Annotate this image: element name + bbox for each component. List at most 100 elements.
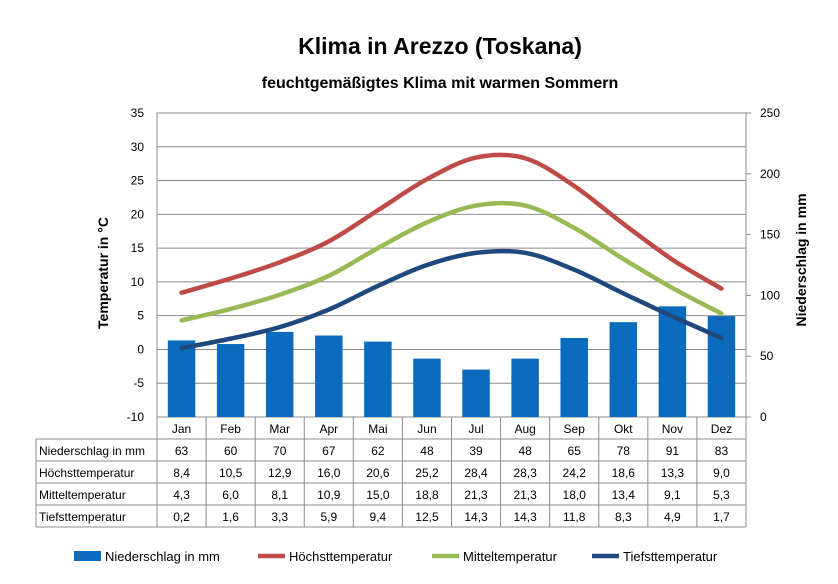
table-cell: 91 [666, 444, 680, 458]
table-cell: 13,3 [661, 466, 685, 480]
legend-label: Niederschlag in mm [105, 549, 220, 564]
table-cell: 10,9 [317, 488, 341, 502]
bar-niederschlag [413, 358, 441, 417]
line-h-chsttemperatur [179, 152, 724, 295]
table-cell: 65 [568, 444, 582, 458]
category-label: Feb [220, 422, 241, 436]
left-tick-label: 30 [131, 140, 145, 154]
right-axis-label: Niederschlag in mm [793, 193, 809, 326]
table-cell: 3,3 [271, 510, 288, 524]
table-cell: 13,4 [612, 488, 636, 502]
table-cell: 48 [420, 444, 434, 458]
category-label: Jun [417, 422, 436, 436]
category-label: Okt [614, 422, 633, 436]
table-cell: 8,3 [615, 510, 632, 524]
table-cell: 21,3 [464, 488, 488, 502]
category-label: Mai [368, 422, 387, 436]
table-row-header: Niederschlag in mm [39, 444, 145, 458]
right-tick-label: 200 [760, 167, 780, 181]
left-tick-label: 25 [131, 174, 145, 188]
bar-niederschlag [216, 344, 245, 417]
legend-swatch-bar [74, 551, 101, 561]
left-tick-label: 35 [131, 106, 145, 120]
left-tick-label: 15 [131, 241, 145, 255]
right-tick-label: 150 [760, 228, 780, 242]
category-label: Jan [172, 422, 191, 436]
table-cell: 4,9 [664, 510, 681, 524]
right-tick-label: 250 [760, 106, 780, 120]
table-cell: 48 [518, 444, 532, 458]
table-cell: 5,9 [320, 510, 337, 524]
table-cell: 63 [175, 444, 189, 458]
table-cell: 28,3 [513, 466, 537, 480]
table-cell: 28,4 [464, 466, 488, 480]
table-cell: 6,0 [222, 488, 239, 502]
category-label: Aug [514, 422, 535, 436]
table-row-header: Tiefsttemperatur [39, 510, 126, 524]
left-axis-label: Temperatur in °C [95, 217, 111, 329]
category-label: Nov [662, 422, 683, 436]
left-tick-label: -5 [133, 376, 144, 390]
line-tiefsttemperatur [179, 248, 724, 351]
bar-niederschlag [707, 316, 736, 417]
table-cell: 0,2 [173, 510, 190, 524]
category-label: Apr [319, 422, 338, 436]
table-cell: 10,5 [219, 466, 243, 480]
table-cell: 60 [224, 444, 238, 458]
left-tick-label: -10 [127, 410, 145, 424]
bar-niederschlag [265, 331, 294, 417]
line-mitteltemperatur [179, 200, 724, 323]
table-cell: 1,7 [713, 510, 730, 524]
table-cell: 5,3 [713, 488, 730, 502]
left-tick-label: 20 [131, 207, 145, 221]
table-cell: 24,2 [563, 466, 587, 480]
table-cell: 25,2 [415, 466, 439, 480]
table-cell: 16,0 [317, 466, 341, 480]
table-cell: 14,3 [464, 510, 488, 524]
right-tick-label: 0 [760, 410, 767, 424]
left-tick-label: 0 [137, 342, 144, 356]
table-cell: 83 [715, 444, 729, 458]
table-cell: 67 [322, 444, 336, 458]
bar-niederschlag [658, 306, 687, 417]
table-cell: 1,6 [222, 510, 239, 524]
table-cell: 15,0 [366, 488, 390, 502]
table-cell: 12,9 [268, 466, 292, 480]
table-cell: 8,1 [271, 488, 288, 502]
bar-niederschlag [462, 369, 490, 417]
bar-niederschlag [315, 335, 343, 417]
legend-label: Tiefsttemperatur [623, 549, 718, 564]
table-cell: 14,3 [513, 510, 537, 524]
table-row-header: Mitteltemperatur [39, 488, 126, 502]
table-cell: 20,6 [366, 466, 390, 480]
table-cell: 70 [273, 444, 287, 458]
plot-area-border [156, 112, 747, 418]
table-cell: 39 [469, 444, 483, 458]
table-cell: 9,1 [664, 488, 681, 502]
category-label: Jul [468, 422, 483, 436]
table-cell: 9,0 [713, 466, 730, 480]
chart-subtitle: feuchtgemäßigtes Klima mit warmen Sommer… [262, 75, 619, 92]
right-tick-label: 100 [760, 288, 780, 302]
table-cell: 11,8 [563, 510, 586, 524]
table-row-header: Höchsttemperatur [39, 466, 134, 480]
category-label: Sep [564, 422, 586, 436]
table-cell: 21,3 [513, 488, 537, 502]
table-cell: 12,5 [415, 510, 439, 524]
table-cell: 18,0 [563, 488, 587, 502]
table-cell: 4,3 [173, 488, 190, 502]
table-cell: 18,8 [415, 488, 439, 502]
left-tick-label: 5 [137, 309, 144, 323]
bar-niederschlag [511, 358, 539, 417]
table-cell: 18,6 [612, 466, 636, 480]
table-cell: 62 [371, 444, 385, 458]
table-cell: 8,4 [173, 466, 190, 480]
legend-label: Mitteltemperatur [463, 549, 558, 564]
table-cell: 9,4 [370, 510, 387, 524]
category-label: Dez [711, 422, 732, 436]
legend-label: Höchsttemperatur [289, 549, 393, 564]
table-cell: 78 [617, 444, 631, 458]
bar-niederschlag [560, 337, 588, 417]
